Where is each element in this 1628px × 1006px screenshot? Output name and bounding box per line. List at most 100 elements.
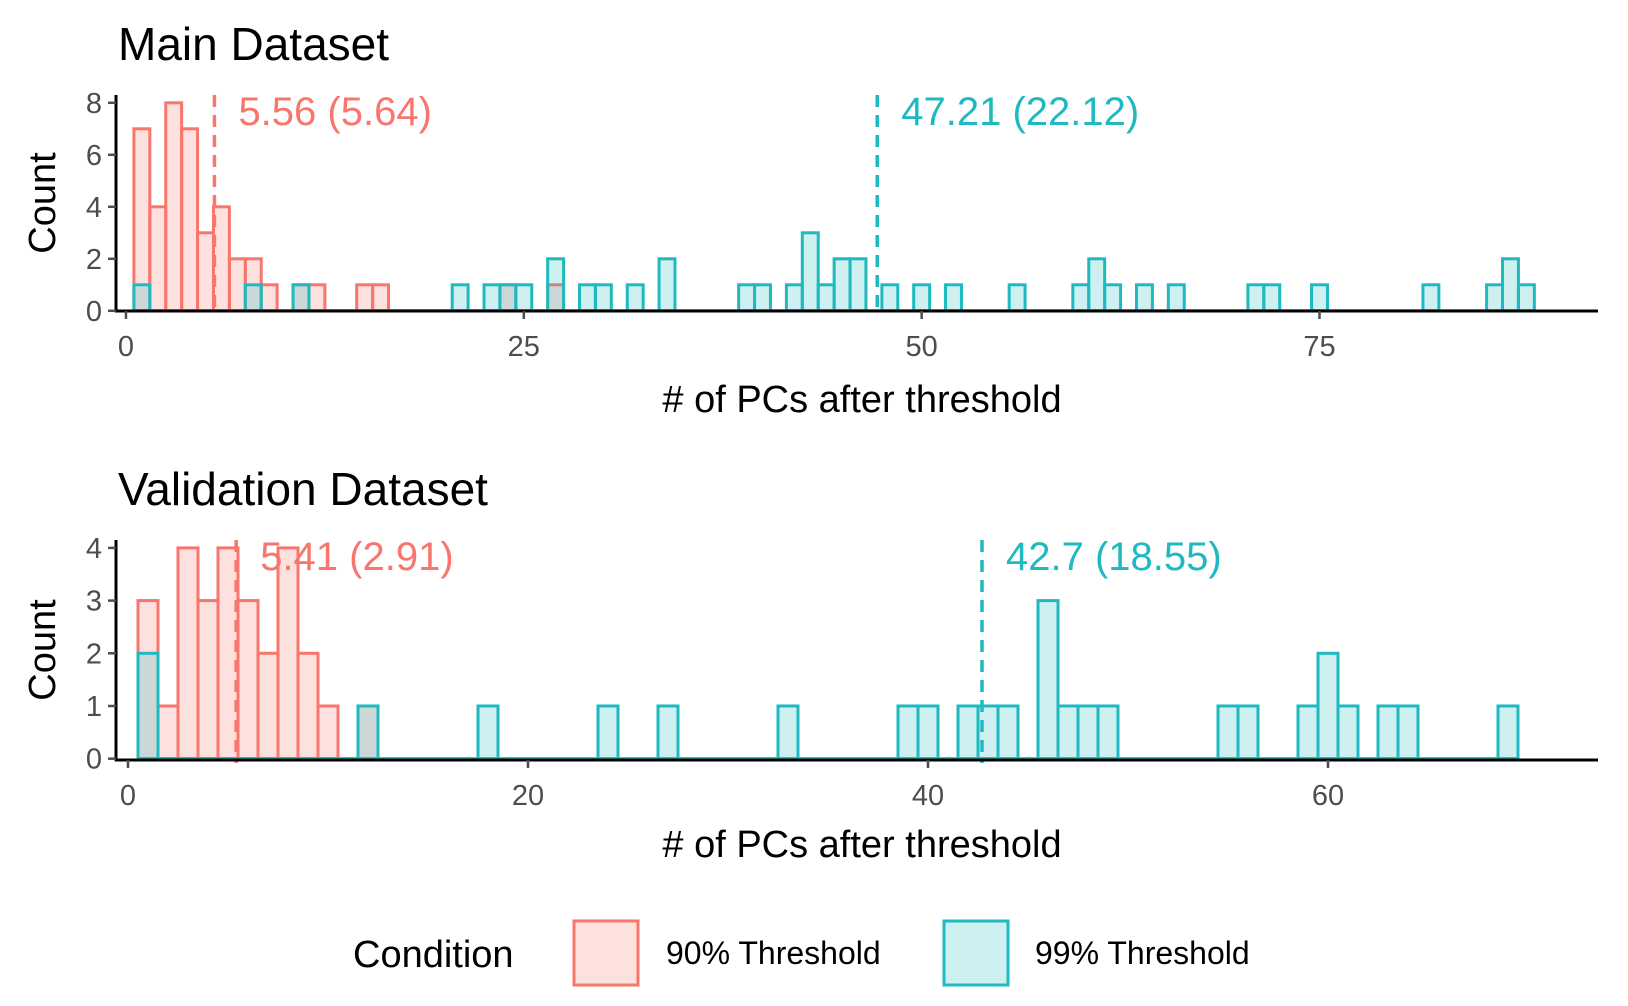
histogram-bar [1076,704,1100,761]
histogram-bar [880,283,900,313]
histogram-bar [259,283,279,313]
panel-title: Validation Dataset [118,463,488,515]
histogram-bar [514,283,534,313]
histogram-bar [625,283,645,313]
histogram-bar [498,283,518,313]
histogram-bar [1496,704,1520,761]
histogram-bar [156,704,180,761]
legend-key-90-threshold [572,919,640,987]
histogram-bar [657,257,677,313]
histogram-bar [276,546,300,761]
histogram-bar [1096,704,1120,761]
histogram-bar [1056,704,1080,761]
histogram-bar [816,283,836,313]
mean-label-99-threshold: 47.21 (22.12) [901,90,1139,134]
histogram-bar [1485,283,1505,313]
histogram-bar [656,704,680,761]
histogram-bar [1336,704,1360,761]
histogram-bar [848,257,868,313]
y-tick-label: 4 [86,192,102,224]
histogram-bar [1316,651,1340,761]
legend-label-90-threshold: 90% Threshold [666,935,881,971]
y-tick-label: 0 [86,296,102,328]
x-axis-title: # of PCs after threshold [662,379,1061,421]
x-tick-label: 20 [512,780,544,812]
histogram-bar [737,283,757,313]
histogram-bar [176,546,200,761]
histogram-bar [1036,599,1060,761]
y-tick-label: 2 [86,244,102,276]
histogram-bar [996,704,1020,761]
y-tick-label: 1 [86,691,102,723]
histogram-bar [296,651,320,761]
x-tick-label: 60 [1312,780,1344,812]
mean-label-90-threshold: 5.56 (5.64) [238,90,431,134]
histogram-bar [800,231,820,313]
histogram-bar [1166,283,1186,313]
histogram-bar [316,704,340,761]
x-tick-label: 50 [906,331,938,363]
histogram-bar [546,257,566,313]
histogram-bar [196,231,215,313]
x-tick-label: 25 [508,331,540,363]
histogram-bar [307,283,327,313]
histogram-bar [1007,283,1027,313]
histogram-bar [753,283,772,313]
panel-title: Main Dataset [118,18,389,70]
histogram-bar [944,283,963,313]
histogram-bar [256,651,280,761]
histogram-bar [956,704,980,761]
histogram-bar [1310,283,1329,313]
histogram-bar [227,257,247,313]
panel-validation-dataset: Validation Dataset 5.41 (2.91) 42.7 (18.5… [22,463,1598,866]
histogram-bar [136,651,160,761]
histogram-bar [1216,704,1240,761]
histogram-bar [1396,704,1420,761]
y-tick-label: 3 [86,586,102,618]
panel-main-dataset: Main Dataset 5.56 (5.64) 47.21 (22.12) 0 2 4… [22,18,1598,421]
histogram-bar [148,205,168,313]
x-tick-label: 75 [1303,331,1335,363]
histogram-bar [1071,283,1091,313]
histogram-bar [450,283,470,313]
y-tick-label: 4 [86,533,102,565]
histogram-bar [1376,704,1400,761]
histogram-bar [784,283,804,313]
y-tick-label: 2 [86,638,102,670]
y-tick-label: 6 [86,140,102,172]
histogram-bar [482,283,502,313]
histogram-bar [180,127,200,313]
histogram-bar [1134,283,1154,313]
series-99-threshold [132,231,1536,313]
histogram-bar [596,704,620,761]
histogram-bar [1236,704,1260,761]
histogram-bar [916,704,940,761]
histogram-bar [1262,283,1282,313]
histogram-bar [776,704,800,761]
mean-label-90-threshold: 5.41 (2.91) [260,535,453,579]
axes-layer: 5.56 (5.64) 47.21 (22.12) 0 2 4 6 8 0 25 50 75 [86,88,1598,363]
histogram-bar [1296,704,1320,761]
x-axis-title: # of PCs after threshold [662,824,1061,866]
y-tick-label: 0 [86,744,102,776]
histogram-bar [1501,257,1520,313]
x-tick-label: 40 [912,780,944,812]
histogram-bar [371,283,391,313]
histogram-bar [1103,283,1123,313]
histogram-bar [593,283,613,313]
histogram-bar [355,283,375,313]
histogram-bar [196,599,220,761]
histogram-bar [912,283,932,313]
histogram-bar [356,704,380,761]
histogram-bar [476,704,500,761]
histogram-bar [1246,283,1266,313]
x-tick-label: 0 [118,331,134,363]
histogram-bar [164,101,184,313]
mean-label-99-threshold: 42.7 (18.55) [1006,535,1222,579]
histogram-bar [578,283,597,313]
histogram-bar [243,283,263,313]
series-layer [132,101,1536,313]
